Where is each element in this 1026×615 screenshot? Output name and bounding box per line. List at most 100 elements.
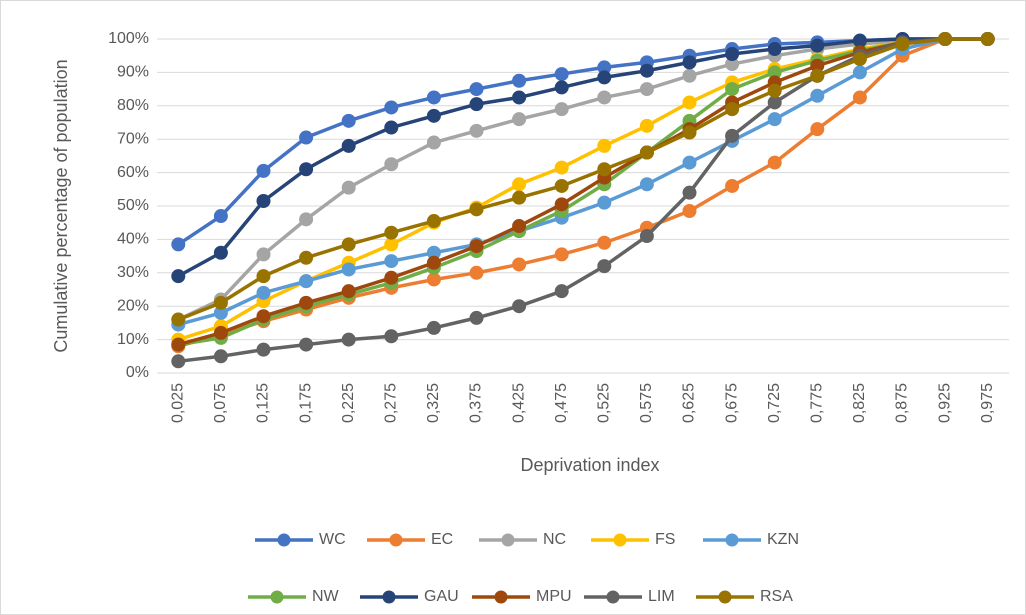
y-axis-title: Cumulative percentage of population — [51, 59, 71, 352]
point — [300, 163, 313, 176]
legend-marker — [502, 534, 515, 547]
y-tick-label: 30% — [117, 264, 149, 281]
point — [683, 186, 696, 199]
point — [427, 109, 440, 122]
x-tick-label: 0,475 — [553, 383, 570, 423]
y-tick-label: 20% — [117, 297, 149, 314]
point — [427, 91, 440, 104]
legend-label: EC — [431, 531, 453, 548]
x-tick-label: 0,225 — [340, 383, 357, 423]
point — [427, 256, 440, 269]
point — [172, 338, 185, 351]
point — [683, 69, 696, 82]
y-tick-label: 10% — [117, 331, 149, 348]
point — [981, 33, 994, 46]
point — [598, 236, 611, 249]
point — [300, 131, 313, 144]
point — [939, 33, 952, 46]
point — [470, 311, 483, 324]
point — [513, 113, 526, 126]
point — [385, 238, 398, 251]
point — [257, 270, 270, 283]
point — [513, 178, 526, 191]
point — [640, 178, 653, 191]
point — [513, 191, 526, 204]
point — [555, 161, 568, 174]
x-tick-label: 0,175 — [297, 383, 314, 423]
point — [555, 179, 568, 192]
point — [342, 238, 355, 251]
point — [300, 338, 313, 351]
point — [172, 270, 185, 283]
legend-marker — [495, 591, 508, 604]
x-tick-label: 0,675 — [723, 383, 740, 423]
point — [300, 275, 313, 288]
point — [683, 156, 696, 169]
point — [598, 163, 611, 176]
x-tick-label: 0,025 — [170, 383, 187, 423]
point — [513, 300, 526, 313]
point — [640, 83, 653, 96]
point — [811, 123, 824, 136]
point — [300, 213, 313, 226]
point — [555, 198, 568, 211]
y-tick-label: 0% — [126, 364, 149, 381]
point — [342, 333, 355, 346]
point — [214, 326, 227, 339]
legend-label: GAU — [424, 588, 459, 605]
point — [726, 129, 739, 142]
point — [470, 124, 483, 137]
point — [640, 146, 653, 159]
legend-label: NW — [312, 588, 340, 605]
legend-marker — [607, 591, 620, 604]
point — [513, 91, 526, 104]
point — [257, 286, 270, 299]
point — [726, 103, 739, 116]
point — [853, 91, 866, 104]
x-axis-title: Deprivation index — [520, 455, 659, 475]
y-tick-label: 100% — [108, 30, 149, 47]
x-tick-label: 0,725 — [766, 383, 783, 423]
legend-marker — [719, 591, 732, 604]
point — [470, 266, 483, 279]
legend-label: KZN — [767, 531, 799, 548]
point — [257, 248, 270, 261]
point — [598, 71, 611, 84]
x-tick-label: 0,925 — [936, 383, 953, 423]
legend-marker — [390, 534, 403, 547]
y-tick-label: 40% — [117, 231, 149, 248]
point — [427, 215, 440, 228]
chart: Deprivation index Cumulative percentage … — [0, 0, 1026, 615]
point — [342, 263, 355, 276]
point — [598, 260, 611, 273]
point — [427, 273, 440, 286]
legend-marker — [271, 591, 284, 604]
point — [853, 66, 866, 79]
point — [172, 313, 185, 326]
point — [768, 84, 781, 97]
x-tick-label: 0,075 — [212, 383, 229, 423]
point — [385, 330, 398, 343]
legend-label: WC — [319, 531, 346, 548]
point — [385, 271, 398, 284]
point — [768, 156, 781, 169]
point — [385, 121, 398, 134]
y-tick-label: 50% — [117, 197, 149, 214]
y-tick-label: 60% — [117, 164, 149, 181]
y-tick-label: 80% — [117, 97, 149, 114]
point — [342, 139, 355, 152]
point — [598, 91, 611, 104]
x-tick-label: 0,775 — [809, 383, 826, 423]
point — [768, 113, 781, 126]
point — [555, 68, 568, 81]
point — [683, 126, 696, 139]
legend-label: MPU — [536, 588, 572, 605]
legend-marker — [383, 591, 396, 604]
x-tick-label: 0,975 — [979, 383, 996, 423]
legend-label: NC — [543, 531, 566, 548]
point — [214, 246, 227, 259]
point — [853, 34, 866, 47]
legend-marker — [614, 534, 627, 547]
legend-marker — [278, 534, 291, 547]
point — [385, 226, 398, 239]
